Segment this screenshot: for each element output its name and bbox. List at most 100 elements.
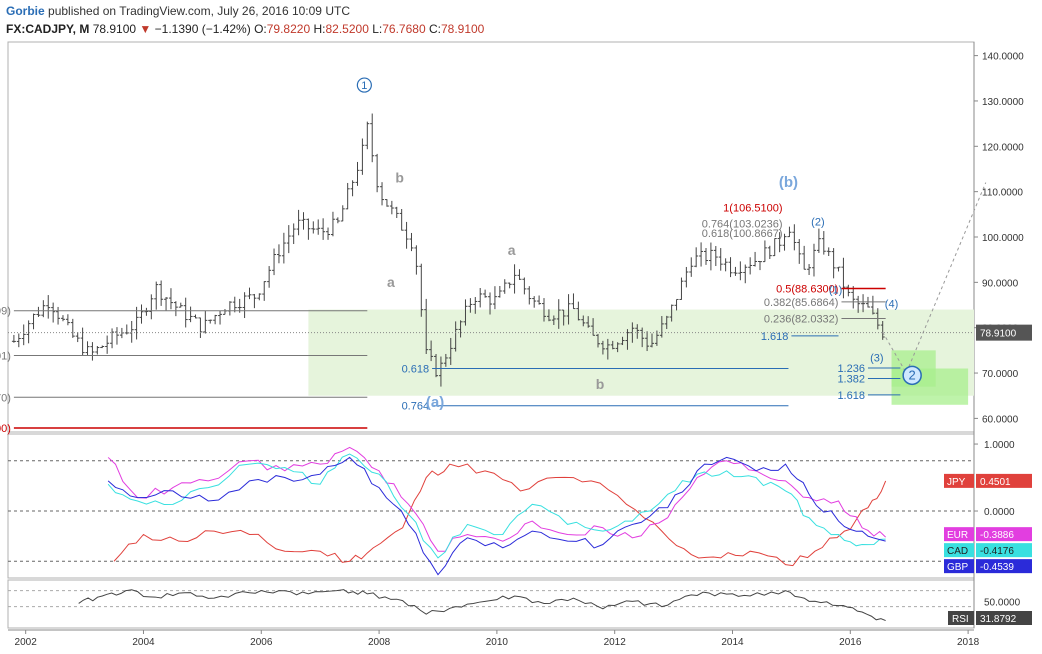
- candle: [537, 295, 542, 305]
- candle: [659, 316, 664, 338]
- candle: [110, 328, 115, 349]
- candle: [409, 232, 414, 252]
- candle: [846, 284, 851, 297]
- candle: [684, 266, 689, 288]
- last-price-label: 78.9100: [980, 329, 1017, 340]
- candle: [286, 225, 291, 254]
- wave-label: (4): [885, 298, 898, 310]
- ohlc-close-value: 78.9100: [440, 22, 485, 36]
- candle: [542, 298, 547, 322]
- candle: [326, 227, 331, 240]
- candle: [635, 324, 640, 339]
- candle: [802, 245, 807, 270]
- candle: [664, 315, 669, 330]
- price-tick-label: 110.0000: [982, 188, 1023, 199]
- series-name: EUR: [947, 530, 968, 541]
- candle: [168, 288, 173, 310]
- candle: [767, 245, 772, 259]
- fib-level: 0.618: [402, 364, 789, 376]
- candle: [242, 292, 247, 319]
- wave-label: a: [387, 274, 395, 290]
- candle: [502, 279, 507, 294]
- time-tick-label: 2012: [604, 637, 627, 648]
- candle: [159, 280, 164, 306]
- rsi-pane-frame: [7, 579, 975, 629]
- candle: [75, 332, 80, 343]
- wave-label: (b): [779, 174, 798, 191]
- ohlc-low-value: 76.7680: [382, 22, 426, 36]
- candle: [841, 257, 846, 299]
- candle: [566, 294, 571, 325]
- series-value: 0.4501: [980, 477, 1011, 488]
- candle: [856, 295, 861, 313]
- fib-level: 1.618: [761, 331, 839, 343]
- candle: [232, 296, 237, 313]
- candle: [816, 228, 821, 253]
- candle: [365, 121, 370, 150]
- candle: [257, 293, 262, 301]
- candle: [645, 331, 650, 352]
- time-tick-label: 2014: [721, 637, 744, 648]
- fib-level: 0.9(64.6570): [0, 392, 368, 404]
- candle: [880, 321, 885, 340]
- publish-text: published on TradingView.com, July 26, 2…: [48, 4, 350, 18]
- candle: [748, 257, 753, 275]
- wave-text: (2): [811, 217, 824, 229]
- candle: [144, 307, 149, 316]
- candle: [95, 345, 100, 355]
- candle: [792, 224, 797, 251]
- candle: [56, 306, 61, 325]
- candle: [60, 315, 65, 322]
- candle: [414, 245, 419, 275]
- candle: [105, 335, 110, 354]
- wave-label: (a): [426, 394, 444, 411]
- candle: [375, 153, 380, 193]
- time-tick-label: 2002: [15, 637, 38, 648]
- publish-line: Gorbie published on TradingView.com, Jul…: [6, 4, 350, 18]
- wave-text: (4): [885, 298, 898, 310]
- candle: [438, 356, 443, 387]
- series-line-gbp: [107, 456, 886, 576]
- candle: [689, 257, 694, 277]
- down-arrow-icon: ▼: [139, 22, 152, 36]
- price-tick-label: 60.0000: [982, 414, 1019, 425]
- candle: [350, 180, 355, 197]
- candle: [394, 206, 399, 219]
- candle: [311, 221, 316, 234]
- candle: [615, 342, 620, 353]
- candle: [384, 199, 389, 207]
- fib-level: 1.382: [837, 373, 901, 385]
- series-name-badge: [944, 527, 974, 542]
- candle: [85, 341, 90, 356]
- fib-label: 0.618(83.7399): [0, 306, 11, 318]
- candle: [453, 321, 458, 352]
- candle: [861, 294, 866, 313]
- candle: [149, 294, 154, 320]
- candle: [26, 320, 31, 344]
- ohlc-low-label: L:: [372, 22, 383, 36]
- series-name-badge: [944, 473, 974, 488]
- series-line-eur: [107, 446, 886, 552]
- candle: [458, 320, 463, 338]
- candle: [203, 310, 208, 334]
- candle: [743, 264, 748, 284]
- candle: [90, 342, 95, 361]
- candle: [556, 299, 561, 329]
- candle: [620, 336, 625, 346]
- candle: [31, 313, 36, 330]
- candle: [473, 297, 478, 314]
- candle: [728, 257, 733, 278]
- fib-label: 0.618(100.8667): [702, 228, 783, 240]
- series-line-jpy: [113, 463, 887, 567]
- price-tick-label: 70.0000: [982, 369, 1019, 380]
- candle: [252, 293, 257, 309]
- candle: [782, 233, 787, 251]
- candle: [419, 263, 424, 317]
- candle: [811, 243, 816, 277]
- price-tick-label: 100.0000: [982, 233, 1024, 244]
- author-link[interactable]: Gorbie: [6, 4, 45, 18]
- candle: [463, 299, 468, 326]
- candle: [296, 209, 301, 236]
- candle: [340, 205, 345, 222]
